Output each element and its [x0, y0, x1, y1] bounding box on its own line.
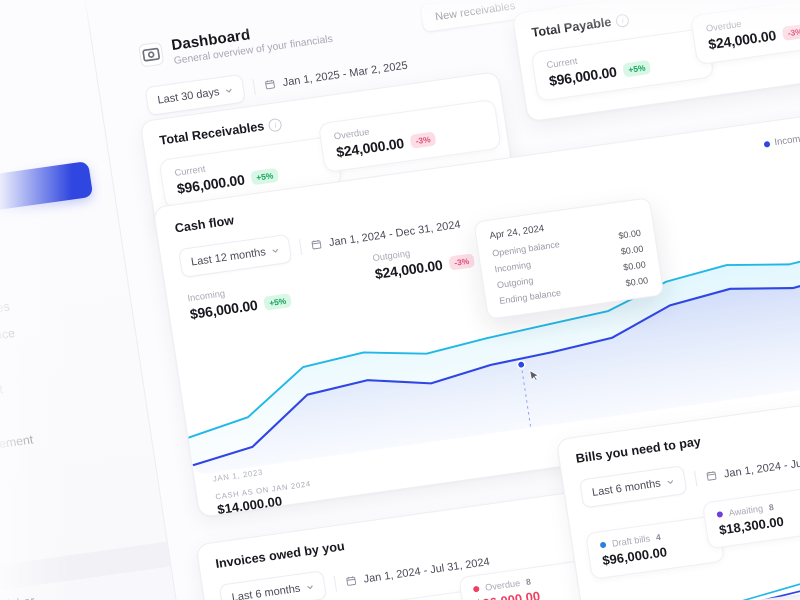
range-select-label: Last 30 days — [156, 85, 221, 107]
legend-item-income[interactable]: Income — [763, 133, 800, 150]
date-range-label: Jan 1, 2025 - Mar 2, 2025 — [281, 59, 409, 89]
info-icon[interactable]: i — [268, 117, 283, 132]
bills-stat-draft: Draft bills 4 $96,000.00 — [585, 514, 725, 580]
sidebar-item-label: Collapse sidebar — [0, 593, 36, 600]
calendar-icon — [265, 79, 276, 90]
legend-dot-income — [763, 140, 770, 148]
new-receivables-label: New receivables — [434, 0, 517, 23]
chevron-down-icon — [307, 584, 313, 589]
filter-divider — [694, 469, 698, 486]
stat-change-chip: +5% — [263, 293, 293, 311]
invoices-range-label: Last 6 months — [230, 582, 302, 600]
payable-current-stat: Current $96,000.00 +5% — [530, 27, 715, 102]
chevron-down-icon — [272, 248, 279, 253]
bills-to-pay-title: Bills you need to pay — [574, 434, 702, 466]
status-dot — [472, 585, 480, 593]
total-payable-title: Total Payable i — [531, 12, 631, 40]
invoices-range-select[interactable]: Last 6 months — [218, 570, 328, 600]
calendar-icon — [311, 239, 322, 250]
stat-change-chip: +5% — [622, 59, 652, 78]
invoices-owed-title: Invoices owed by you — [214, 539, 346, 572]
bills-range-label: Last 6 months — [591, 476, 662, 499]
status-dot — [599, 541, 607, 549]
bills-stat-awaiting: Awaiting 8 $18,300.00 — [701, 484, 800, 550]
dashboard-icon — [138, 41, 165, 68]
calendar-icon — [346, 576, 357, 586]
page-header: Dashboard General overview of your finan… — [138, 15, 334, 72]
chevron-down-icon — [667, 479, 674, 484]
bills-date-label: Jan 1, 2024 - Jul 31, 2024 — [723, 450, 800, 480]
filter-divider — [252, 78, 257, 95]
cash-flow-range-label: Last 12 months — [190, 245, 267, 269]
chart-hover-point — [516, 360, 526, 369]
total-payable-card: Total Payable i Current $96,000.00 +5% O… — [511, 0, 800, 123]
payable-overdue-stat: Overdue $24,000.00 -3% — [689, 0, 800, 66]
cash-flow-title: Cash flow — [173, 213, 235, 236]
sidebar-workspace-switcher[interactable] — [0, 52, 83, 113]
bills-range-select[interactable]: Last 6 months — [579, 465, 688, 509]
status-dot — [716, 511, 724, 518]
mini-stat-count: 8 — [525, 576, 532, 588]
info-icon[interactable]: i — [615, 12, 631, 28]
create-new-button[interactable]: Create new — [0, 160, 94, 230]
filter-divider — [333, 575, 338, 592]
filter-divider — [299, 238, 303, 255]
mini-stat-label: Awaiting — [728, 503, 764, 519]
stat-change-chip: +5% — [250, 167, 280, 186]
main-content: Dashboard General overview of your finan… — [80, 0, 800, 600]
total-receivables-title: Total Receivables i — [159, 117, 283, 148]
cursor-icon — [529, 369, 540, 382]
stat-change-chip: -3% — [409, 131, 437, 149]
stat-change-chip: -3% — [781, 23, 800, 41]
chart-legend: Income Outgoing — [763, 124, 800, 150]
chevron-down-icon — [226, 88, 232, 93]
mini-stat-count: 4 — [655, 531, 662, 543]
mini-stat-count: 8 — [768, 501, 775, 513]
stat-change-chip: -3% — [448, 253, 476, 271]
bills-date-range[interactable]: Jan 1, 2024 - Jul 31, 2024 — [705, 450, 800, 482]
legend-label: Income — [773, 132, 800, 149]
calendar-icon — [706, 471, 717, 481]
